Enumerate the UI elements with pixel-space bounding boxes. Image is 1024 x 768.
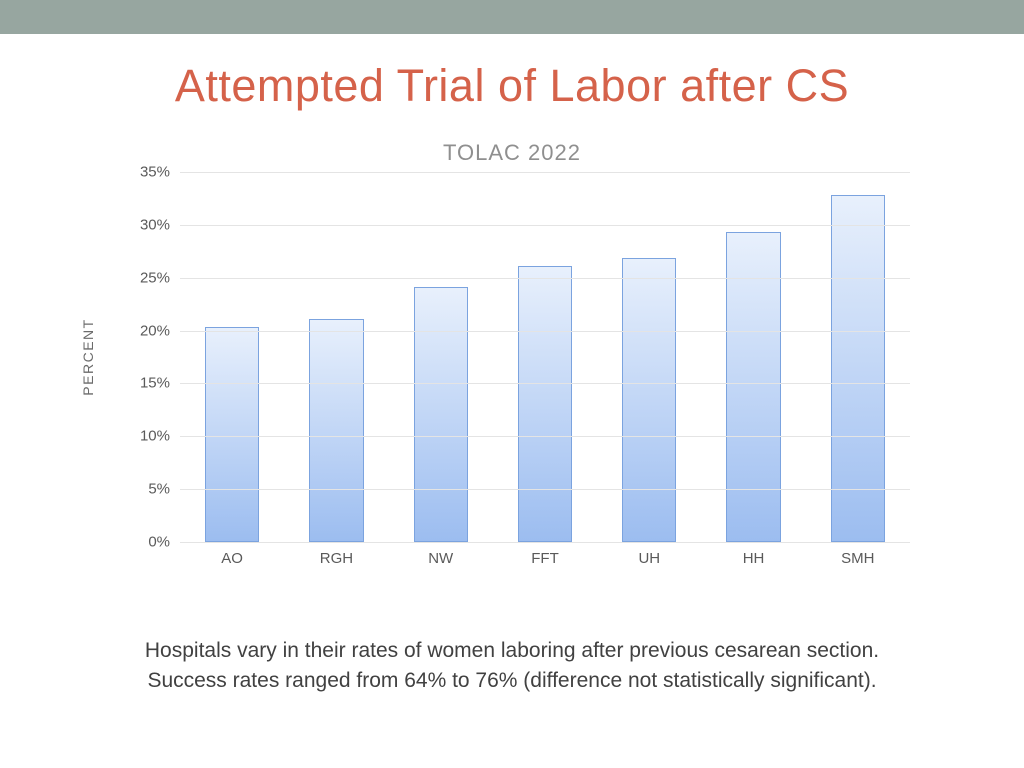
gridline (180, 542, 910, 543)
page-title: Attempted Trial of Labor after CS (0, 60, 1024, 112)
x-tick-label: UH (609, 550, 689, 567)
bar (726, 232, 780, 542)
y-tick-label: 30% (110, 216, 170, 233)
bar (205, 327, 259, 542)
y-tick-label: 15% (110, 375, 170, 392)
gridline (180, 436, 910, 437)
plot-area (180, 172, 910, 542)
x-tick-label: FFT (505, 550, 585, 567)
y-tick-label: 35% (110, 164, 170, 181)
x-axis: AO RGH NW FFT UH HH SMH (180, 550, 910, 580)
gridline (180, 225, 910, 226)
y-tick-label: 5% (110, 481, 170, 498)
bar (622, 258, 676, 542)
x-tick-label: HH (714, 550, 794, 567)
caption: Hospitals vary in their rates of women l… (40, 636, 984, 697)
bar (414, 287, 468, 542)
y-tick-label: 25% (110, 269, 170, 286)
x-tick-label: SMH (818, 550, 898, 567)
gridline (180, 331, 910, 332)
gridline (180, 278, 910, 279)
bar (518, 266, 572, 542)
gridline (180, 172, 910, 173)
y-tick-label: 10% (110, 428, 170, 445)
y-tick-label: 0% (110, 534, 170, 551)
slide: Attempted Trial of Labor after CS TOLAC … (0, 0, 1024, 768)
x-tick-label: RGH (296, 550, 376, 567)
chart-subtitle: TOLAC 2022 (0, 140, 1024, 166)
bar (309, 319, 363, 542)
y-tick-label: 20% (110, 322, 170, 339)
x-tick-label: NW (401, 550, 481, 567)
bars-layer (180, 172, 910, 542)
y-axis-title: PERCENT (80, 318, 96, 395)
y-axis: 0%5%10%15%20%25%30%35% (110, 172, 170, 542)
bar-chart: PERCENT 0%5%10%15%20%25%30%35% AORGHNWFF… (110, 172, 910, 602)
caption-line-1: Hospitals vary in their rates of women l… (145, 639, 879, 662)
top-bar (0, 0, 1024, 34)
gridline (180, 489, 910, 490)
caption-line-2: Success rates ranged from 64% to 76% (di… (147, 669, 876, 692)
x-tick-label: AO (192, 550, 272, 567)
gridline (180, 383, 910, 384)
